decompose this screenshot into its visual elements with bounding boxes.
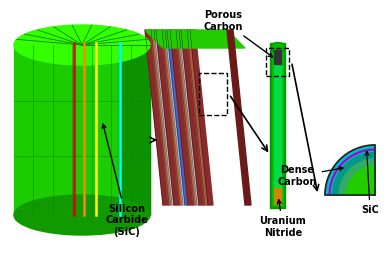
Text: Silicon
Carbide
(SiC): Silicon Carbide (SiC) — [102, 124, 149, 237]
Polygon shape — [145, 30, 169, 205]
Ellipse shape — [14, 195, 150, 235]
Ellipse shape — [273, 43, 284, 51]
Wedge shape — [339, 159, 375, 195]
Polygon shape — [156, 30, 180, 205]
Wedge shape — [325, 145, 375, 195]
Bar — [273, 44, 284, 205]
Polygon shape — [151, 30, 172, 205]
Polygon shape — [14, 45, 150, 215]
Text: SiC: SiC — [361, 151, 379, 215]
Polygon shape — [187, 30, 208, 205]
Ellipse shape — [14, 25, 150, 65]
Polygon shape — [162, 30, 183, 205]
Polygon shape — [181, 30, 205, 205]
Bar — [199, 73, 227, 115]
Ellipse shape — [271, 42, 285, 53]
Polygon shape — [154, 30, 174, 205]
Polygon shape — [167, 30, 188, 205]
Polygon shape — [145, 30, 245, 48]
Bar — [275, 187, 282, 204]
Text: Uranium
Nitride: Uranium Nitride — [260, 200, 307, 237]
Polygon shape — [119, 45, 150, 215]
Bar — [266, 48, 289, 75]
Wedge shape — [346, 166, 375, 195]
Polygon shape — [190, 30, 213, 205]
Bar — [275, 49, 282, 63]
Wedge shape — [333, 153, 375, 195]
Polygon shape — [165, 30, 185, 205]
Polygon shape — [227, 30, 251, 205]
Text: Porous
Carbon: Porous Carbon — [203, 10, 273, 57]
Polygon shape — [170, 30, 194, 205]
Text: Dense
Carbon: Dense Carbon — [277, 165, 343, 187]
Bar — [275, 47, 282, 204]
Bar — [271, 42, 285, 207]
Polygon shape — [179, 30, 199, 205]
Polygon shape — [176, 30, 197, 205]
